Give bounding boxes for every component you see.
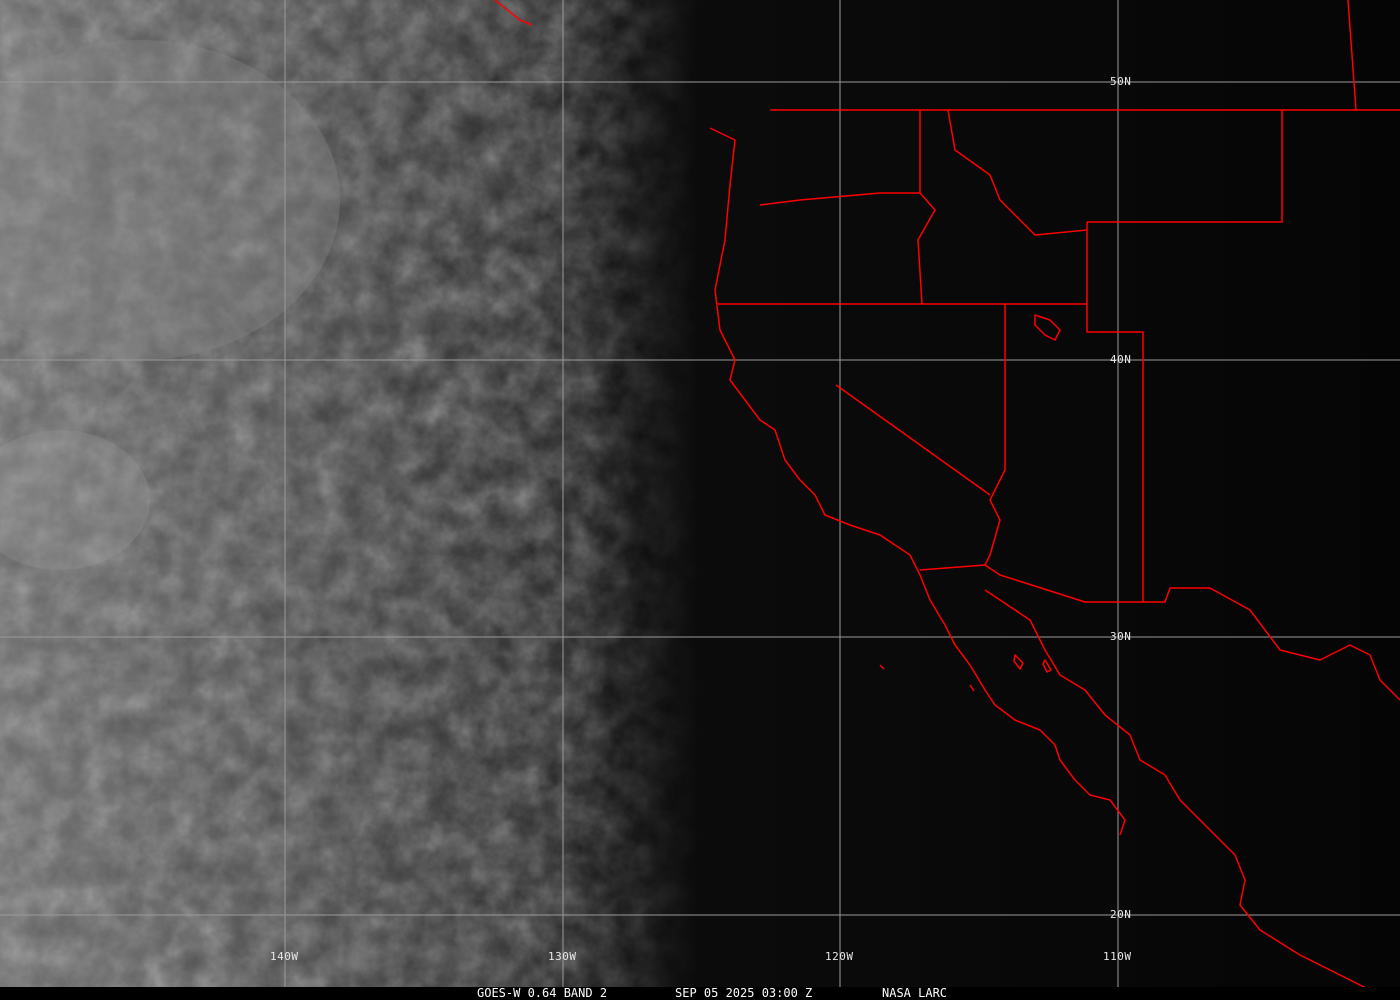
border-us-mexico xyxy=(919,564,1210,603)
baja-islands xyxy=(879,654,1052,692)
lat-label-20n: 20N xyxy=(1110,908,1132,921)
caption-source: NASA LARC xyxy=(882,986,948,1000)
caption-datetime: SEP 05 2025 03:00 Z xyxy=(675,986,813,1000)
coastline-gulf xyxy=(984,589,1371,991)
lon-label-140w: 140W xyxy=(270,950,299,963)
border-ca-nv-diag xyxy=(835,384,991,496)
lon-label-120w: 120W xyxy=(825,950,854,963)
cloud-mass xyxy=(0,40,340,360)
image-caption-bar: GOES-W 0.64 BAND 2 SEP 05 2025 03:00 Z N… xyxy=(0,987,1400,1000)
caption-satellite-band: GOES-W 0.64 BAND 2 xyxy=(477,986,608,1000)
lat-label-40n: 40N xyxy=(1110,353,1132,366)
border-ut-wy-co xyxy=(1086,222,1144,602)
lon-label-110w: 110W xyxy=(1103,950,1132,963)
coastline-west xyxy=(709,127,1126,836)
lat-label-50n: 50N xyxy=(1110,75,1132,88)
lat-label-30n: 30N xyxy=(1110,630,1132,643)
border-ca-nv xyxy=(984,304,1006,566)
border-mt-wy xyxy=(1087,110,1283,223)
coastline-mexico-mainland xyxy=(1209,587,1400,701)
border-nd-sd xyxy=(1347,0,1357,111)
cloud-mass xyxy=(0,430,150,570)
political-borders xyxy=(494,0,1400,991)
lon-label-130w: 130W xyxy=(548,950,577,963)
great-salt-lake xyxy=(1034,314,1061,341)
coastline-north xyxy=(494,0,533,26)
border-id-mt xyxy=(947,109,1088,236)
